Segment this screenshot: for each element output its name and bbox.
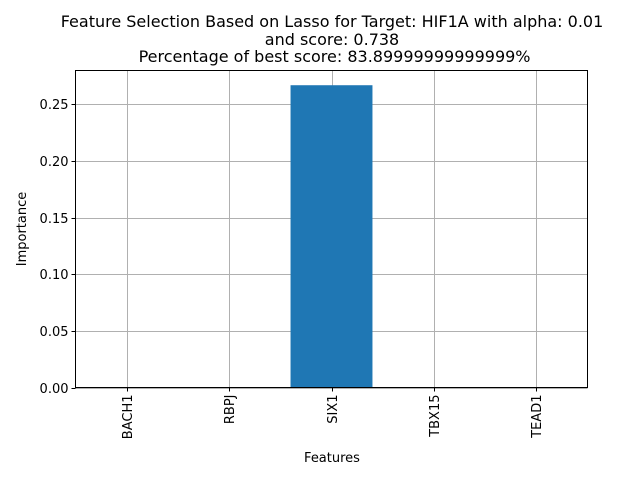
x-axis-ticks: BACH1 RBPJ SIX1 TBX15 TEAD1 bbox=[121, 387, 545, 440]
y-axis-label: Importance bbox=[15, 192, 30, 267]
x-axis-label: Features bbox=[304, 451, 360, 466]
y-tick-label: 0.05 bbox=[40, 325, 69, 340]
bar-six1 bbox=[290, 85, 373, 388]
chart-title-line-2: and score: 0.738 bbox=[265, 30, 399, 49]
bars-layer bbox=[290, 85, 373, 388]
x-tick-label-tead1: TEAD1 bbox=[530, 395, 545, 439]
x-tick-label-rbpj: RBPJ bbox=[223, 395, 238, 425]
y-axis-ticks: 0.00 0.05 0.10 0.15 0.20 0.25 bbox=[40, 98, 76, 397]
chart-title-line-1: Feature Selection Based on Lasso for Tar… bbox=[61, 12, 604, 31]
y-tick-label: 0.10 bbox=[40, 268, 69, 283]
y-tick-label: 0.00 bbox=[40, 382, 69, 397]
x-tick-label-tbx15: TBX15 bbox=[428, 395, 443, 438]
chart-title-line-3: Percentage of best score: 83.89999999999… bbox=[133, 47, 530, 66]
x-tick-label-six1: SIX1 bbox=[326, 395, 341, 424]
y-tick-label: 0.15 bbox=[40, 212, 69, 227]
y-tick-label: 0.20 bbox=[40, 155, 69, 170]
x-tick-label-bach1: BACH1 bbox=[121, 395, 136, 440]
plot-frame bbox=[75, 70, 588, 388]
y-tick-label: 0.25 bbox=[40, 98, 69, 113]
